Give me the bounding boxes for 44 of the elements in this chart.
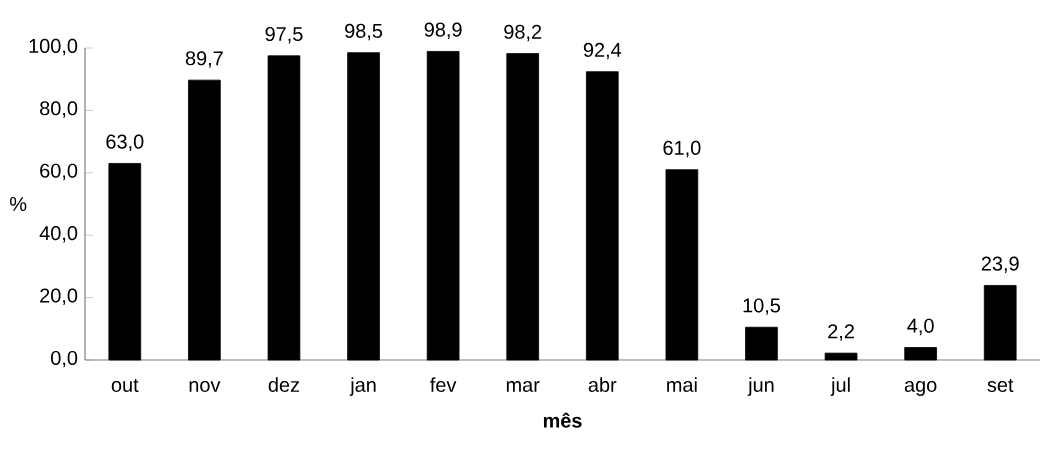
y-tick-label: 40,0 <box>39 226 78 243</box>
x-tick-label: fev <box>430 377 457 392</box>
y-tick-label: 20,0 <box>40 288 78 305</box>
data-label: 98,5 <box>345 23 383 41</box>
x-tick-label: jun <box>747 377 774 396</box>
data-label: 63,0 <box>106 134 144 152</box>
x-tick-label: out <box>111 378 139 392</box>
y-tick-label: 0,0 <box>51 350 78 368</box>
x-tick-label: dez <box>268 377 300 392</box>
x-tick-label: mar <box>506 381 540 392</box>
x-tick-label: nov <box>189 381 221 392</box>
bar <box>347 52 380 361</box>
x-tick-label: mai <box>667 377 697 392</box>
data-label: 89,7 <box>185 51 223 68</box>
x-axis-title: mês <box>543 412 582 428</box>
data-label: 61,0 <box>663 140 701 158</box>
x-tick-label: abr <box>588 377 617 392</box>
data-label: 97,5 <box>265 26 303 44</box>
bar <box>506 53 540 361</box>
x-tick-label: ago <box>904 381 937 396</box>
bar <box>267 55 301 361</box>
bar <box>824 352 858 361</box>
x-tick-label: jan <box>349 377 376 396</box>
x-tick-label: jul <box>830 377 850 396</box>
x-tick-label: set <box>987 378 1014 392</box>
bar <box>585 71 619 361</box>
y-axis-title: % <box>10 197 27 211</box>
y-tick-label: 80,0 <box>40 101 78 118</box>
data-label: 2,2 <box>828 324 854 341</box>
bar <box>108 163 142 361</box>
bar <box>983 285 1017 361</box>
bar <box>188 79 221 361</box>
data-label: 98,2 <box>504 24 542 42</box>
data-label: 23,9 <box>981 256 1019 274</box>
bar <box>745 326 778 361</box>
data-label: 4,0 <box>907 318 934 336</box>
bar <box>426 51 460 361</box>
data-label: 10,5 <box>743 298 781 315</box>
y-tick-label: 100,0 <box>29 38 78 56</box>
data-label: 92,4 <box>583 42 622 60</box>
data-label: 98,9 <box>424 22 462 40</box>
y-tick-label: 60,0 <box>40 163 78 181</box>
bar <box>904 347 937 361</box>
bar <box>665 169 699 361</box>
